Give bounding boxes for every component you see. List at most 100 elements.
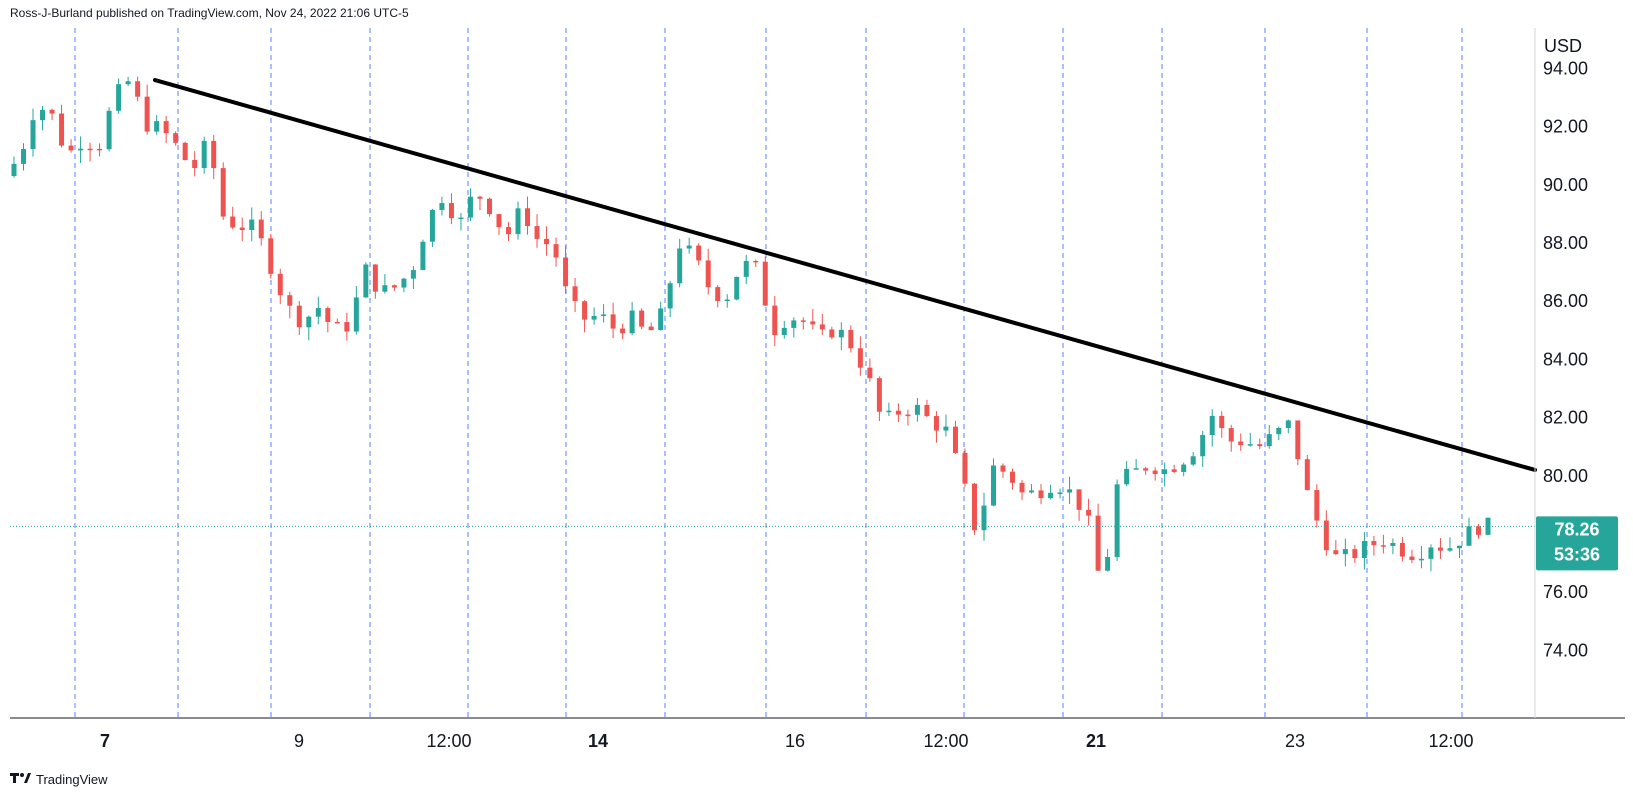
candle (1067, 476, 1073, 504)
candle (268, 234, 274, 279)
candle-body (173, 133, 179, 143)
candle (591, 307, 597, 325)
candle (867, 358, 873, 382)
time-tick-label: 12:00 (923, 731, 968, 751)
footer-brand[interactable]: TradingView (10, 772, 108, 787)
time-axis[interactable]: 7 9 12:00 14 16 12:00 21 23 12:00 (100, 731, 1474, 751)
candle (914, 398, 920, 422)
trendline[interactable] (153, 78, 1537, 472)
candle-body (582, 301, 588, 320)
candle (1475, 523, 1481, 539)
candle-body (629, 310, 635, 334)
footer-brand-label: TradingView (36, 772, 108, 787)
candle (1437, 538, 1443, 559)
candle-body (182, 142, 188, 161)
candle-body (154, 121, 160, 132)
candle-body (895, 410, 901, 415)
candle (658, 301, 664, 331)
candle (781, 320, 787, 339)
candle (1380, 534, 1386, 554)
candle-body (857, 348, 863, 368)
candle (1266, 425, 1272, 449)
candle-body (753, 260, 759, 263)
candle-body (1105, 556, 1111, 571)
candle-body (1181, 464, 1187, 472)
candle-body (391, 285, 397, 288)
candle (1038, 484, 1044, 505)
candle-body (829, 329, 835, 338)
price-axis[interactable]: 94.00 92.00 90.00 88.00 86.00 84.00 82.00 80.00… (1543, 58, 1588, 660)
candle (1190, 451, 1196, 466)
candle (1181, 462, 1187, 477)
candle (382, 274, 388, 294)
candle-body (914, 404, 920, 415)
candle-body (1133, 468, 1139, 470)
time-tick-label: 14 (588, 731, 608, 751)
candle-body (420, 241, 426, 271)
candle (1048, 484, 1054, 500)
candles (11, 76, 1491, 572)
candle (1000, 463, 1006, 478)
candle-body (715, 287, 721, 302)
candle (30, 108, 36, 157)
candle (249, 207, 255, 242)
price-tick-label: 76.00 (1543, 582, 1588, 602)
candle-body (49, 109, 55, 114)
candle-body (401, 278, 407, 288)
candle (544, 226, 550, 256)
candle (11, 156, 17, 178)
candle-body (534, 226, 540, 239)
candle-body (458, 217, 464, 220)
candle-body (677, 248, 683, 284)
candle (1095, 503, 1101, 571)
price-tick-label: 88.00 (1543, 233, 1588, 253)
candle-body (1352, 549, 1358, 559)
candle-body (87, 148, 93, 151)
candle (363, 262, 369, 298)
candle (1285, 419, 1291, 434)
candle-body (544, 238, 550, 245)
candle-body (1152, 470, 1158, 475)
price-tick-label: 86.00 (1543, 291, 1588, 311)
candle-body (563, 257, 569, 287)
candle-body (1238, 441, 1244, 446)
candle-body (135, 81, 141, 97)
candle-body (1418, 558, 1424, 561)
candle-body (724, 299, 730, 302)
candle (610, 302, 616, 339)
candle-body (705, 260, 711, 288)
candle-body (601, 314, 607, 316)
candle-body (1285, 420, 1291, 428)
candle-body (515, 208, 521, 235)
candle-body (1114, 484, 1120, 557)
candle-body (467, 196, 473, 218)
candle-body (971, 483, 977, 531)
candle (1219, 411, 1225, 438)
candle-body (1219, 415, 1225, 429)
candle-body (372, 264, 378, 292)
candle-body (1485, 517, 1491, 535)
candle (49, 108, 55, 121)
candle (810, 308, 816, 330)
candle (1105, 548, 1111, 572)
candle (87, 142, 93, 162)
candle-body (1000, 465, 1006, 472)
candle-body (239, 227, 245, 231)
candle-body (30, 120, 36, 150)
candle (971, 482, 977, 535)
candle-body (1342, 549, 1348, 555)
candle (154, 114, 160, 135)
candle-body (658, 308, 664, 331)
candle (439, 196, 445, 216)
candle-body (1333, 550, 1339, 555)
candle-body (905, 414, 911, 417)
candle-body (429, 209, 435, 242)
candle-body (924, 404, 930, 417)
candle-body (1048, 492, 1054, 499)
candle (601, 304, 607, 323)
price-tick-label: 92.00 (1543, 117, 1588, 137)
candle (1209, 409, 1215, 447)
candle (1409, 549, 1415, 564)
price-tick-label: 90.00 (1543, 175, 1588, 195)
